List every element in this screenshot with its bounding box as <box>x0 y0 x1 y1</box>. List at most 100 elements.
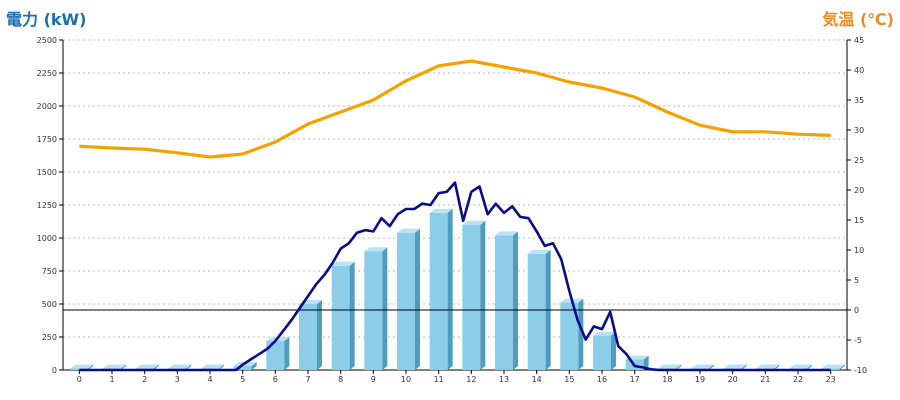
bar-top <box>103 364 126 369</box>
left-tick-label: 1750 <box>37 135 57 144</box>
right-tick-label: -5 <box>854 336 862 345</box>
power-bar <box>331 261 355 370</box>
power-series-line <box>79 181 831 372</box>
bar-top <box>658 364 682 369</box>
bar-side <box>839 364 845 370</box>
bar-side <box>447 208 453 370</box>
bar-top <box>397 228 420 233</box>
power-bar <box>397 228 420 370</box>
right-tick-label: 45 <box>854 36 864 45</box>
bar-front <box>331 265 350 370</box>
right-tick-label: 40 <box>854 66 864 75</box>
left-axis-title: 電力 (kW) <box>6 10 87 29</box>
bar-top <box>723 364 747 369</box>
right-tick-label: 15 <box>854 216 864 225</box>
bar-side <box>741 364 747 370</box>
bar-top <box>625 355 649 360</box>
left-tick-label: 2000 <box>37 102 57 111</box>
x-tick-label: 2 <box>142 375 147 384</box>
bar-side <box>349 261 355 370</box>
left-tick-label: 250 <box>42 333 57 342</box>
bar-front <box>527 253 546 370</box>
bar-side <box>414 228 420 370</box>
bar-side <box>578 298 584 370</box>
left-tick-label: 0 <box>52 366 57 375</box>
x-tick-label: 19 <box>695 375 705 384</box>
x-tick-label: 18 <box>662 375 672 384</box>
right-axis-title: 気温 (℃) <box>822 10 894 29</box>
power-bar <box>593 331 616 370</box>
x-tick-label: 11 <box>434 375 444 384</box>
x-tick-label: 21 <box>760 375 770 384</box>
bar-top <box>495 231 518 236</box>
bar-side <box>284 336 290 370</box>
bar-top <box>429 208 453 213</box>
x-tick-label: 3 <box>175 375 180 384</box>
x-tick-label: 23 <box>826 375 836 384</box>
bar-top <box>135 364 159 369</box>
power-bar <box>364 247 388 370</box>
bar-front <box>593 335 611 370</box>
power-bar <box>560 298 584 370</box>
x-tick-label: 12 <box>466 375 476 384</box>
x-tick-label: 4 <box>207 375 212 384</box>
bar-top <box>331 261 355 266</box>
bar-top <box>527 249 551 254</box>
bar-side <box>382 247 388 370</box>
right-tick-label: -10 <box>854 366 867 375</box>
x-tick-label: 15 <box>564 375 574 384</box>
power-bar <box>462 220 486 370</box>
left-tick-label: 750 <box>42 267 57 276</box>
left-tick-label: 500 <box>42 300 57 309</box>
bar-top <box>364 247 388 252</box>
bar-top <box>201 364 224 369</box>
bar-top <box>168 364 192 369</box>
bar-front <box>429 212 448 370</box>
left-tick-label: 1250 <box>37 201 57 210</box>
left-tick-label: 1000 <box>37 234 57 243</box>
bar-side <box>512 231 518 370</box>
x-tick-label: 16 <box>597 375 607 384</box>
x-tick-label: 17 <box>630 375 640 384</box>
bar-top <box>789 364 812 369</box>
bar-front <box>462 224 481 370</box>
bar-side <box>676 364 682 370</box>
x-tick-label: 0 <box>77 375 82 384</box>
bar-front <box>266 340 285 370</box>
bar-top <box>70 364 94 369</box>
bar-front <box>299 304 317 370</box>
x-tick-label: 6 <box>273 375 278 384</box>
x-tick-label: 22 <box>793 375 803 384</box>
right-tick-label: 30 <box>854 126 864 135</box>
bar-side <box>316 300 322 370</box>
right-tick-label: 25 <box>854 156 864 165</box>
power-bar <box>495 231 518 370</box>
x-tick-label: 13 <box>499 375 509 384</box>
power-bar <box>429 208 453 370</box>
x-tick-label: 7 <box>305 375 310 384</box>
bar-top <box>821 364 845 369</box>
bar-side <box>643 355 649 370</box>
bar-front <box>560 302 579 370</box>
x-tick-label: 1 <box>109 375 114 384</box>
bar-side <box>708 364 714 370</box>
bar-side <box>480 220 486 370</box>
left-tick-label: 1500 <box>37 168 57 177</box>
right-tick-label: 0 <box>854 306 859 315</box>
left-tick-label: 2500 <box>37 36 57 45</box>
bar-side <box>251 362 257 370</box>
right-tick-label: 35 <box>854 96 864 105</box>
x-tick-label: 8 <box>338 375 343 384</box>
bar-side <box>153 364 159 370</box>
x-tick-label: 10 <box>401 375 411 384</box>
bar-top <box>756 364 780 369</box>
bar-top <box>593 331 616 336</box>
power-bar <box>266 336 290 370</box>
bar-top <box>462 220 486 225</box>
x-tick-label: 20 <box>728 375 738 384</box>
x-tick-label: 9 <box>371 375 376 384</box>
x-tick-label: 14 <box>532 375 542 384</box>
bar-side <box>218 364 224 370</box>
